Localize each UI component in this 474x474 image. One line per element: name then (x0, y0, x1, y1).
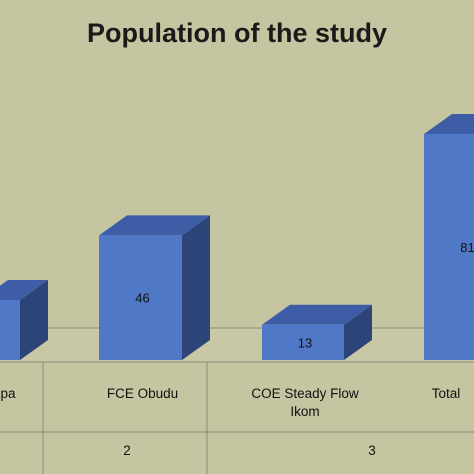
bar-side-1 (182, 215, 210, 360)
bar-top-2 (262, 304, 372, 325)
bar-0 (0, 300, 20, 360)
value-label-2: 13 (298, 335, 312, 350)
category-label-3: Total (432, 386, 461, 401)
value-label-3: 81 (460, 240, 474, 255)
chart-title: Population of the study (87, 18, 387, 48)
category-label-2: COE Steady Flow (251, 386, 359, 401)
bar-side-2 (344, 304, 372, 360)
bar-side-0 (20, 280, 48, 360)
bar-2 (262, 324, 344, 360)
row-index-label-1: 3 (368, 443, 376, 458)
value-label-1: 46 (135, 291, 149, 306)
bar-1 (99, 235, 182, 360)
bar-top-3 (424, 114, 474, 134)
category-label-1: FCE Obudu (107, 386, 178, 401)
category-label-2-line1: Ikom (290, 404, 319, 419)
bar-top-1 (99, 215, 210, 236)
bar-3 (424, 134, 474, 360)
bar-top-0 (0, 280, 48, 300)
row-index-label-0: 2 (123, 443, 131, 458)
floor-plane (0, 328, 474, 362)
category-label-0: pa (0, 386, 16, 401)
